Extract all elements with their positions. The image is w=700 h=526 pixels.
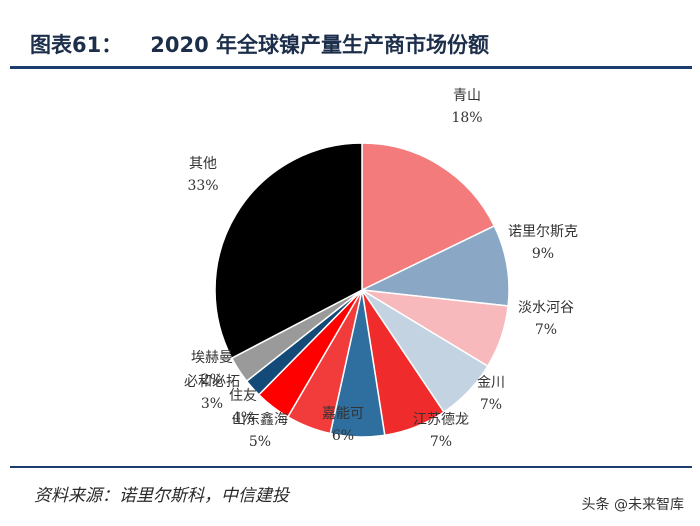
slice-label-name: 江苏德龙 (413, 412, 469, 428)
slice-label-name: 青山 (453, 88, 481, 104)
slice-label-value: 4% (232, 410, 254, 426)
slice-label-name: 埃赫曼 (191, 350, 233, 366)
watermark: 头条 @未来智库 (575, 492, 690, 516)
slice-label-value: 33% (187, 178, 218, 194)
slice-label-value: 5% (249, 434, 271, 450)
slice-label-value: 6% (332, 428, 354, 444)
figure-number: 图表61： (30, 33, 123, 57)
slice-label-value: 7% (480, 397, 502, 413)
slice-label-name: 必和必拓 (184, 374, 240, 390)
pie-slices (214, 142, 510, 438)
slice-label-value: 3% (201, 396, 223, 412)
slice-label-name: 金川 (477, 375, 505, 391)
slice-label-value: 2% (201, 372, 223, 388)
pie-labels: 青山 18% 诺里尔斯克 9% 淡水河谷 7% 金川 7% 江苏德龙 7% 嘉能可 6% 山东鑫海 5% 住… (184, 88, 578, 450)
pie-slice-11 (214, 142, 363, 360)
slice-label-value: 7% (535, 322, 557, 338)
chart-title-bar: 图表61： 2020 年全球镍产量生产商市场份额 (30, 26, 690, 62)
slice-label-name: 住友 (229, 388, 257, 404)
source-note: 资料来源：诺里尔斯科，中信建投 (34, 486, 289, 506)
slice-label-name: 诺里尔斯克 (508, 224, 578, 240)
pie-slice-1 (361, 142, 496, 292)
slice-label-value: 7% (430, 434, 452, 450)
slice-label-value: 9% (532, 246, 554, 262)
slice-label-name: 山东鑫海 (232, 411, 288, 428)
slice-label-name: 淡水河谷 (518, 300, 574, 316)
bottom-divider (10, 466, 692, 468)
top-divider (10, 66, 692, 69)
slice-label-name: 嘉能可 (322, 406, 364, 422)
pie-slice-2 (359, 224, 510, 307)
chart-title: 2020 年全球镍产量生产商市场份额 (150, 33, 489, 57)
slice-label-value: 18% (451, 110, 482, 126)
slice-label-name: 其他 (189, 156, 217, 172)
